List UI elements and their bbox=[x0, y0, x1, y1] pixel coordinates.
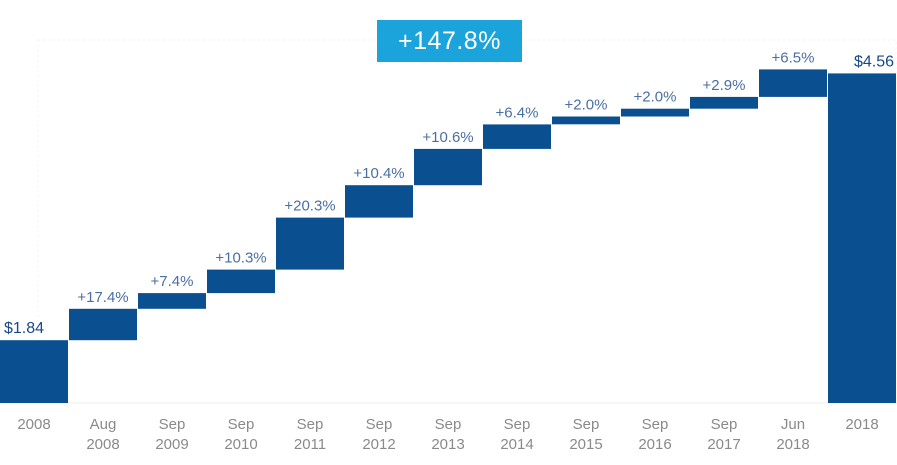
change-value-label: +7.4% bbox=[151, 273, 194, 290]
total-growth-value: +147.8% bbox=[398, 26, 501, 55]
change-value-label: +2.0% bbox=[565, 97, 608, 114]
change-value-label: +6.4% bbox=[496, 104, 539, 121]
total-bar bbox=[828, 73, 896, 404]
x-tick-label: Sep 2011 bbox=[294, 416, 326, 453]
change-value-label: +10.4% bbox=[353, 165, 404, 182]
change-bar bbox=[690, 96, 758, 109]
change-bar bbox=[483, 124, 551, 149]
change-bar bbox=[138, 293, 206, 309]
x-tick-label: Aug 2008 bbox=[86, 416, 119, 453]
change-value-label: +20.3% bbox=[284, 198, 335, 215]
change-bar bbox=[552, 116, 620, 125]
x-tick-label: 2018 bbox=[845, 416, 878, 433]
change-value-label: +2.0% bbox=[634, 89, 677, 106]
x-tick-label: Sep 2009 bbox=[155, 416, 188, 453]
change-bar bbox=[345, 185, 413, 218]
x-tick-label: Jun 2018 bbox=[776, 416, 809, 453]
x-tick-label: Sep 2015 bbox=[569, 416, 602, 453]
change-value-label: +17.4% bbox=[77, 289, 128, 306]
change-bar bbox=[69, 308, 137, 341]
change-bar bbox=[414, 148, 482, 186]
change-bar bbox=[621, 108, 689, 117]
change-bar bbox=[207, 269, 275, 294]
change-value-label: +2.9% bbox=[703, 77, 746, 94]
change-value-label: +10.3% bbox=[215, 250, 266, 267]
total-growth-badge: +147.8% bbox=[377, 20, 522, 62]
x-tick-label: Sep 2014 bbox=[500, 416, 533, 453]
x-tick-label: Sep 2013 bbox=[431, 416, 464, 453]
x-tick-label: Sep 2016 bbox=[638, 416, 671, 453]
x-tick-label: Sep 2010 bbox=[224, 416, 257, 453]
total-bar bbox=[0, 340, 68, 403]
x-tick-label: 2008 bbox=[17, 416, 50, 433]
change-value-label: +10.6% bbox=[422, 129, 473, 146]
change-bar bbox=[759, 69, 827, 97]
change-bar bbox=[276, 217, 344, 270]
change-value-label: +6.5% bbox=[772, 49, 815, 66]
x-tick-label: Sep 2012 bbox=[362, 416, 395, 453]
x-tick-label: Sep 2017 bbox=[707, 416, 740, 453]
total-value-label: $4.56 bbox=[854, 53, 894, 70]
total-value-label: $1.84 bbox=[4, 320, 44, 337]
